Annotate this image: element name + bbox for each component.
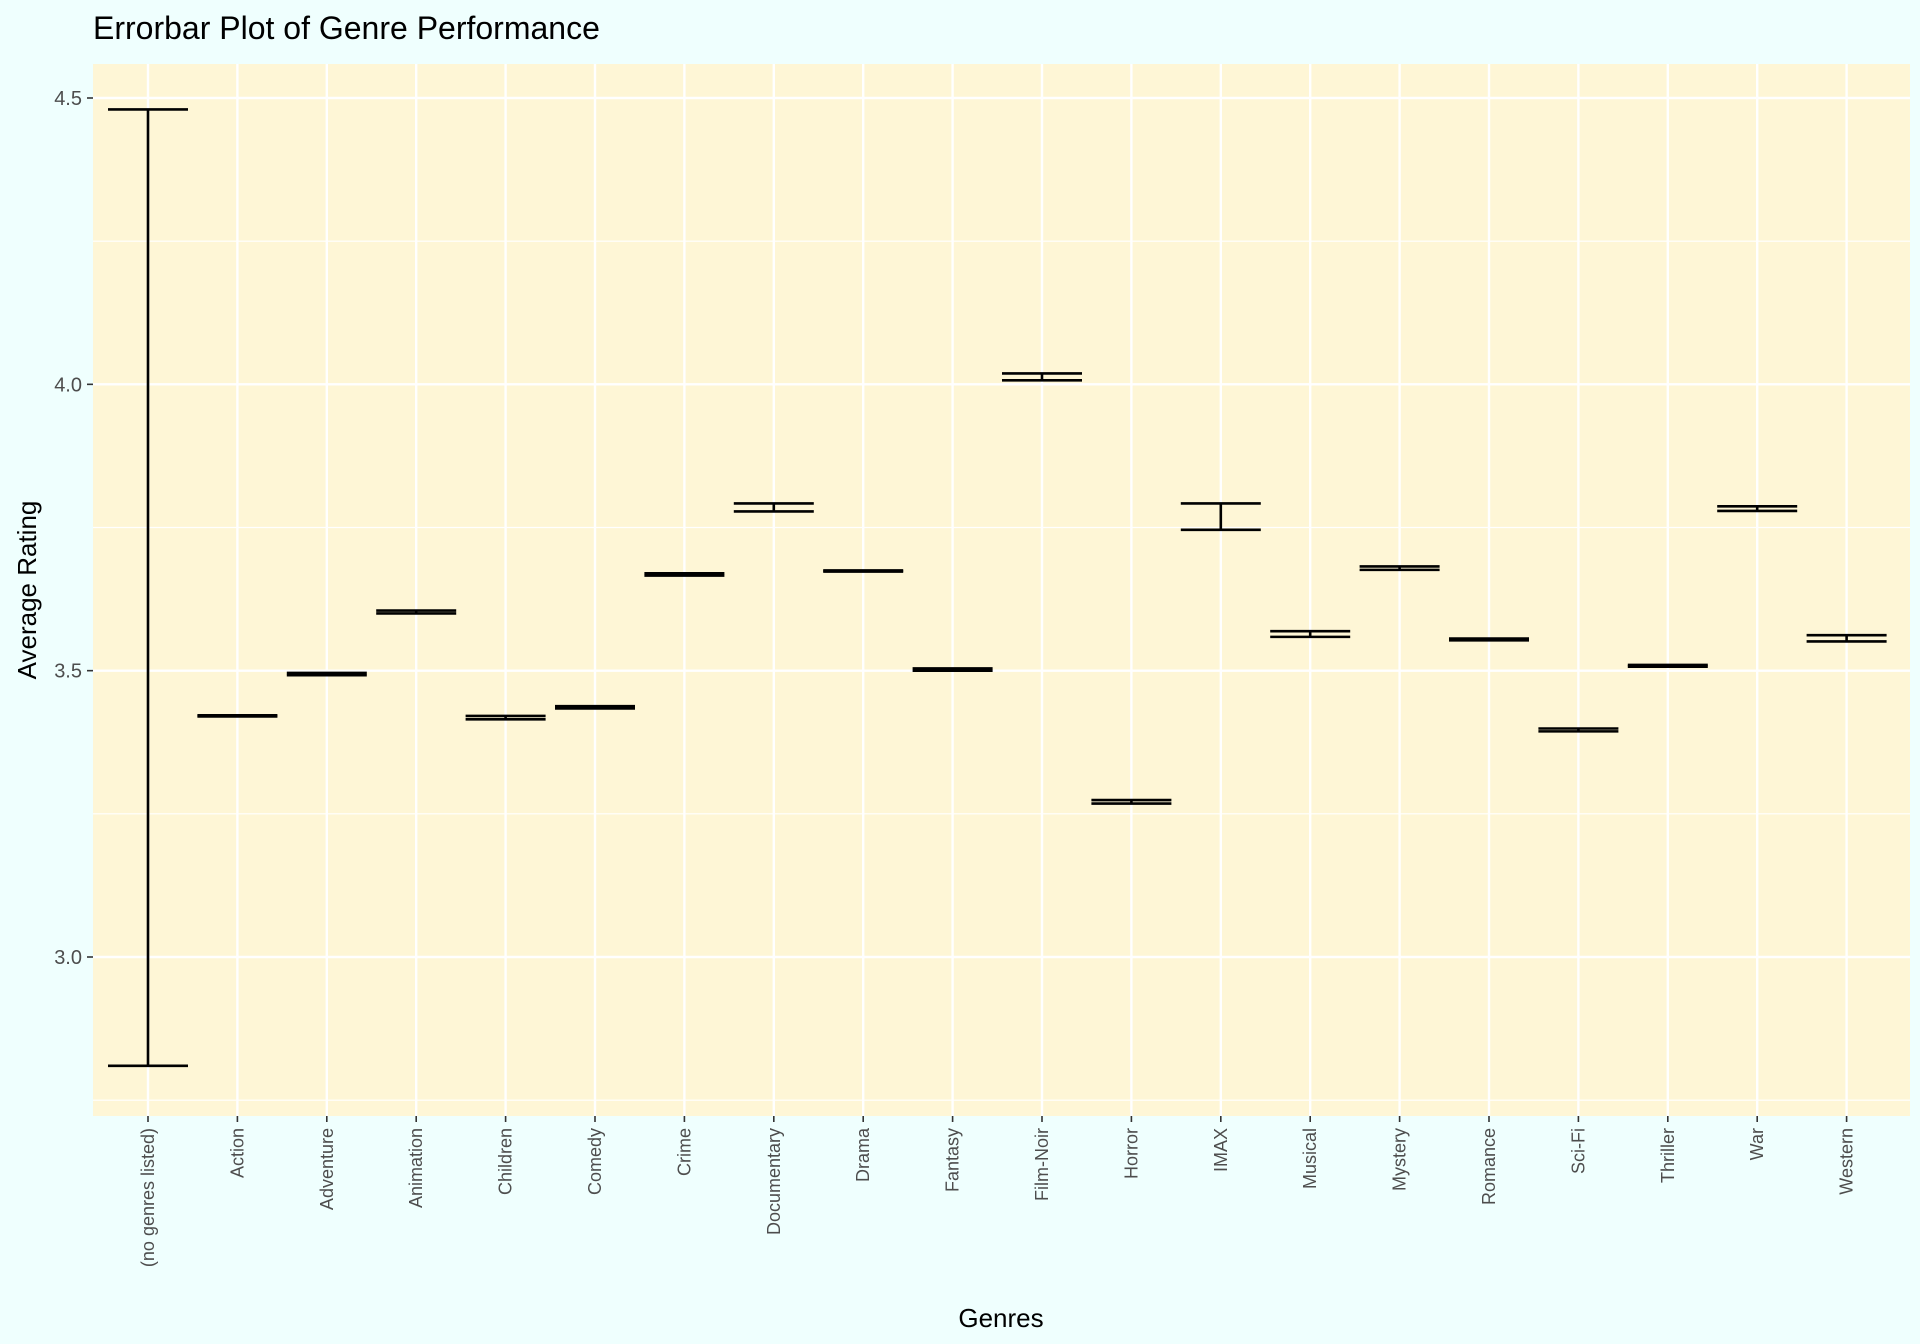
errorbar-series	[108, 108, 1887, 1068]
errorbar-mystery	[1359, 565, 1440, 572]
x-tick-label: Western	[1837, 1128, 1857, 1195]
errorbar-drama	[823, 569, 904, 573]
y-axis: 3.0 3.5 4.0 4.5	[54, 88, 93, 969]
errorbar-imax	[1180, 502, 1261, 532]
errorbar-musical	[1270, 629, 1351, 639]
errorbar-action	[197, 714, 278, 718]
y-tick-label: 3.0	[54, 947, 82, 969]
x-tick-label: Sci-Fi	[1568, 1128, 1588, 1174]
errorbar-thriller	[1627, 663, 1708, 668]
x-tick-label: (no genres listed)	[138, 1128, 158, 1267]
x-tick-label: Mystery	[1390, 1128, 1410, 1191]
x-axis-title: Genres	[958, 1303, 1043, 1333]
errorbar-romance	[1449, 637, 1529, 642]
errorbar-war	[1717, 505, 1798, 513]
plot-panel	[93, 64, 1910, 1116]
x-axis: (no genres listed) Action Adventure Animati…	[138, 1116, 1857, 1267]
errorbar-comedy	[555, 704, 635, 710]
errorbar-children	[465, 714, 546, 721]
x-tick-label: Documentary	[764, 1128, 784, 1235]
chart-title: Errorbar Plot of Genre Performance	[93, 10, 600, 46]
y-tick-label: 4.0	[54, 374, 82, 396]
errorbar-no-genres-listed	[108, 108, 188, 1068]
errorbar-film-noir	[1002, 372, 1082, 382]
x-tick-label: IMAX	[1211, 1128, 1231, 1172]
x-tick-label: Animation	[406, 1128, 426, 1208]
x-tick-label: Thriller	[1658, 1128, 1678, 1183]
errorbar-crime	[644, 572, 725, 577]
errorbar-sci-fi	[1538, 727, 1619, 733]
errorbar-adventure	[286, 671, 367, 677]
x-tick-label: Film-Noir	[1032, 1128, 1052, 1201]
x-tick-label: Crime	[674, 1128, 694, 1176]
errorbar-documentary	[733, 502, 814, 513]
errorbar-fantasy	[912, 667, 993, 672]
x-tick-label: Action	[227, 1128, 247, 1178]
x-tick-label: Horror	[1121, 1128, 1141, 1179]
y-axis-title: Average Rating	[12, 501, 42, 680]
errorbar-animation	[376, 609, 457, 615]
x-tick-label: Children	[496, 1128, 516, 1195]
x-tick-label: Comedy	[585, 1128, 605, 1195]
x-tick-label: War	[1747, 1128, 1767, 1160]
x-tick-label: Drama	[853, 1127, 873, 1182]
y-tick-label: 3.5	[54, 661, 82, 683]
x-tick-label: Romance	[1479, 1128, 1499, 1205]
errorbar-western	[1806, 633, 1887, 643]
x-tick-label: Fantasy	[943, 1128, 963, 1192]
x-tick-label: Musical	[1300, 1128, 1320, 1189]
y-tick-label: 4.5	[54, 88, 82, 110]
x-tick-label: Adventure	[317, 1128, 337, 1210]
errorbar-horror	[1091, 798, 1172, 805]
